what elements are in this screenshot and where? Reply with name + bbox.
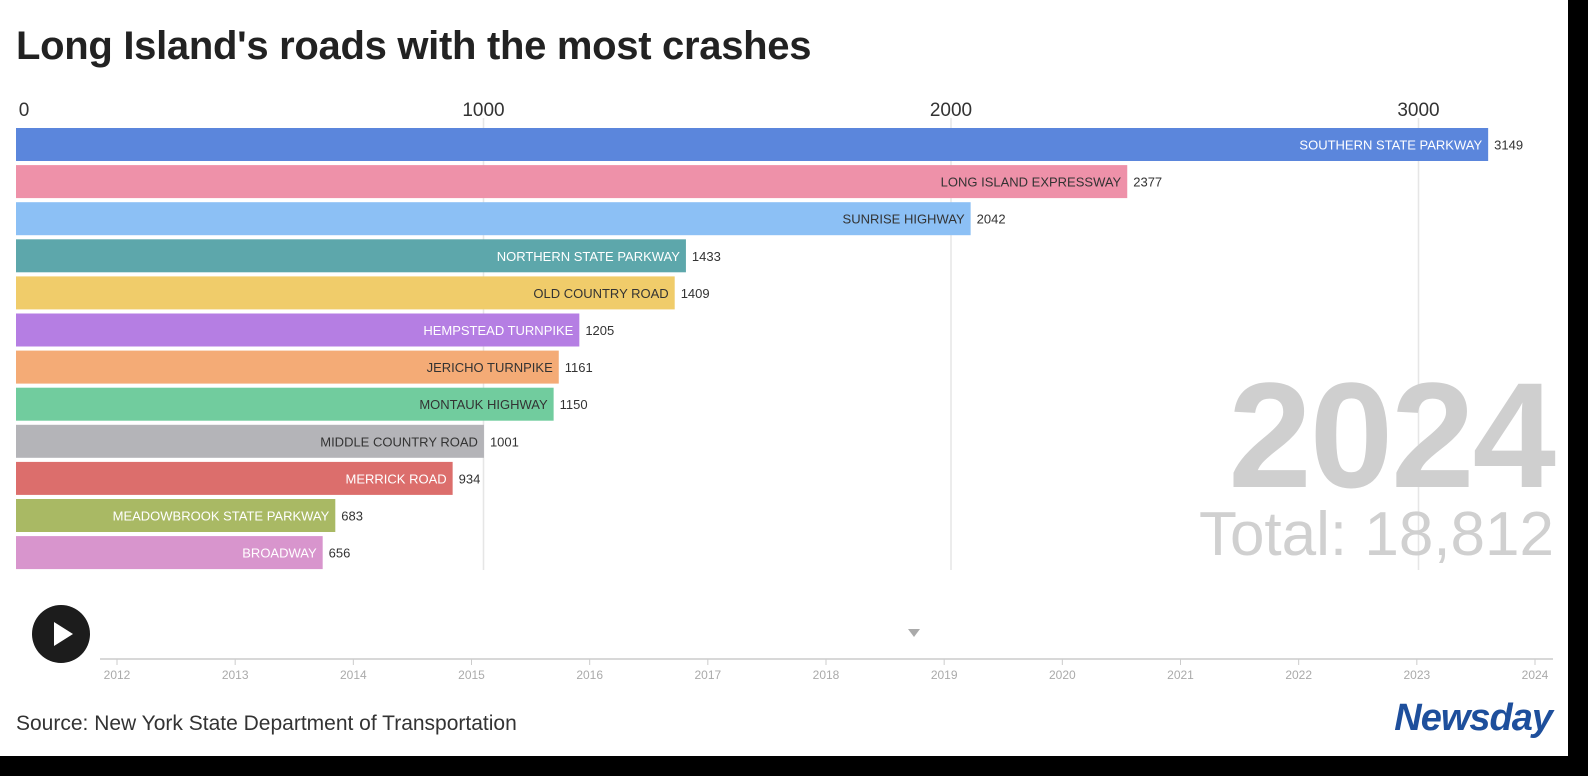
- bar-label: MONTAUK HIGHWAY: [419, 397, 548, 412]
- bar: [16, 202, 971, 236]
- bar-label: JERICHO TURNPIKE: [427, 360, 553, 375]
- timeline: 2012 2013 2014 2015 2016 2017 2018 2019 2020 2021…: [100, 658, 1553, 682]
- bar-chart: 0 1000 2000 3000 SOUTHERN STATE PARKWAY 3149…: [16, 100, 1553, 682]
- bar-value: 1433: [692, 249, 721, 264]
- timeline-year-label[interactable]: 2012: [104, 668, 131, 682]
- timeline-year-label[interactable]: 2017: [694, 668, 721, 682]
- x-tick-label: 2000: [930, 100, 972, 121]
- bar-value: 656: [329, 546, 351, 561]
- bar-value: 1161: [565, 360, 593, 375]
- newsday-logo: Newsday: [1394, 697, 1553, 739]
- timeline-year-label[interactable]: 2015: [458, 668, 485, 682]
- bar-value: 3149: [1494, 138, 1523, 153]
- total-label: Total: 18,812: [1198, 500, 1554, 569]
- bar-value: 2377: [1133, 175, 1162, 190]
- current-year-watermark: 2024: [1228, 351, 1556, 519]
- bar: [16, 239, 686, 273]
- chart-title: Long Island's roads with the most crashe…: [16, 24, 812, 68]
- bar-label: MIDDLE COUNTRY ROAD: [320, 434, 478, 449]
- bar-value: 1001: [490, 434, 519, 449]
- timeline-year-label[interactable]: 2018: [813, 668, 840, 682]
- timeline-year-label[interactable]: 2021: [1167, 668, 1194, 682]
- timeline-year-label[interactable]: 2014: [340, 668, 367, 682]
- timeline-year-label[interactable]: 2019: [931, 668, 958, 682]
- play-button[interactable]: [32, 605, 90, 663]
- bar: [16, 313, 580, 347]
- bar-label: MEADOWBROOK STATE PARKWAY: [113, 509, 330, 524]
- bar-label: MERRICK ROAD: [346, 471, 447, 486]
- bar: [16, 424, 484, 458]
- bar-value: 1205: [585, 323, 614, 338]
- bar-label: OLD COUNTRY ROAD: [533, 286, 668, 301]
- bar: [16, 276, 675, 310]
- bar-label: NORTHERN STATE PARKWAY: [497, 249, 681, 264]
- bar: [16, 461, 453, 495]
- bar-value: 1150: [560, 397, 588, 412]
- bar: [16, 128, 1489, 161]
- timeline-year-label[interactable]: 2020: [1049, 668, 1076, 682]
- play-icon: [54, 622, 73, 646]
- x-tick-label: 0: [19, 100, 30, 121]
- timeline-year-label[interactable]: 2023: [1403, 668, 1430, 682]
- bar-label: SOUTHERN STATE PARKWAY: [1299, 138, 1482, 153]
- bar-value: 2042: [977, 212, 1006, 227]
- timeline-year-label[interactable]: 2022: [1285, 668, 1312, 682]
- timeline-year-label[interactable]: 2024: [1522, 668, 1549, 682]
- bar: [16, 387, 554, 421]
- x-tick-label: 1000: [462, 100, 504, 121]
- bar-label: BROADWAY: [242, 546, 317, 561]
- chart-frame: Long Island's roads with the most crashe…: [0, 0, 1568, 756]
- bar: [16, 165, 1128, 199]
- bar-label: HEMPSTEAD TURNPIKE: [423, 323, 573, 338]
- bar: [16, 499, 336, 532]
- source-note: Source: New York State Department of Tra…: [16, 712, 517, 735]
- bar-label: SUNRISE HIGHWAY: [843, 212, 965, 227]
- timeline-scrubber-handle[interactable]: [908, 629, 920, 637]
- bar: [16, 350, 559, 384]
- timeline-year-label[interactable]: 2013: [222, 668, 249, 682]
- timeline-year-label[interactable]: 2016: [576, 668, 603, 682]
- bars: SOUTHERN STATE PARKWAY 3149 LONG ISLAND EX…: [16, 128, 1523, 570]
- bar-value: 683: [341, 509, 363, 524]
- x-tick-label: 3000: [1397, 100, 1439, 121]
- bar-value: 1409: [681, 286, 710, 301]
- bar: [16, 536, 323, 570]
- bar-label: LONG ISLAND EXPRESSWAY: [941, 175, 1122, 190]
- x-axis: 0 1000 2000 3000: [19, 100, 1440, 121]
- bar-value: 934: [459, 471, 481, 486]
